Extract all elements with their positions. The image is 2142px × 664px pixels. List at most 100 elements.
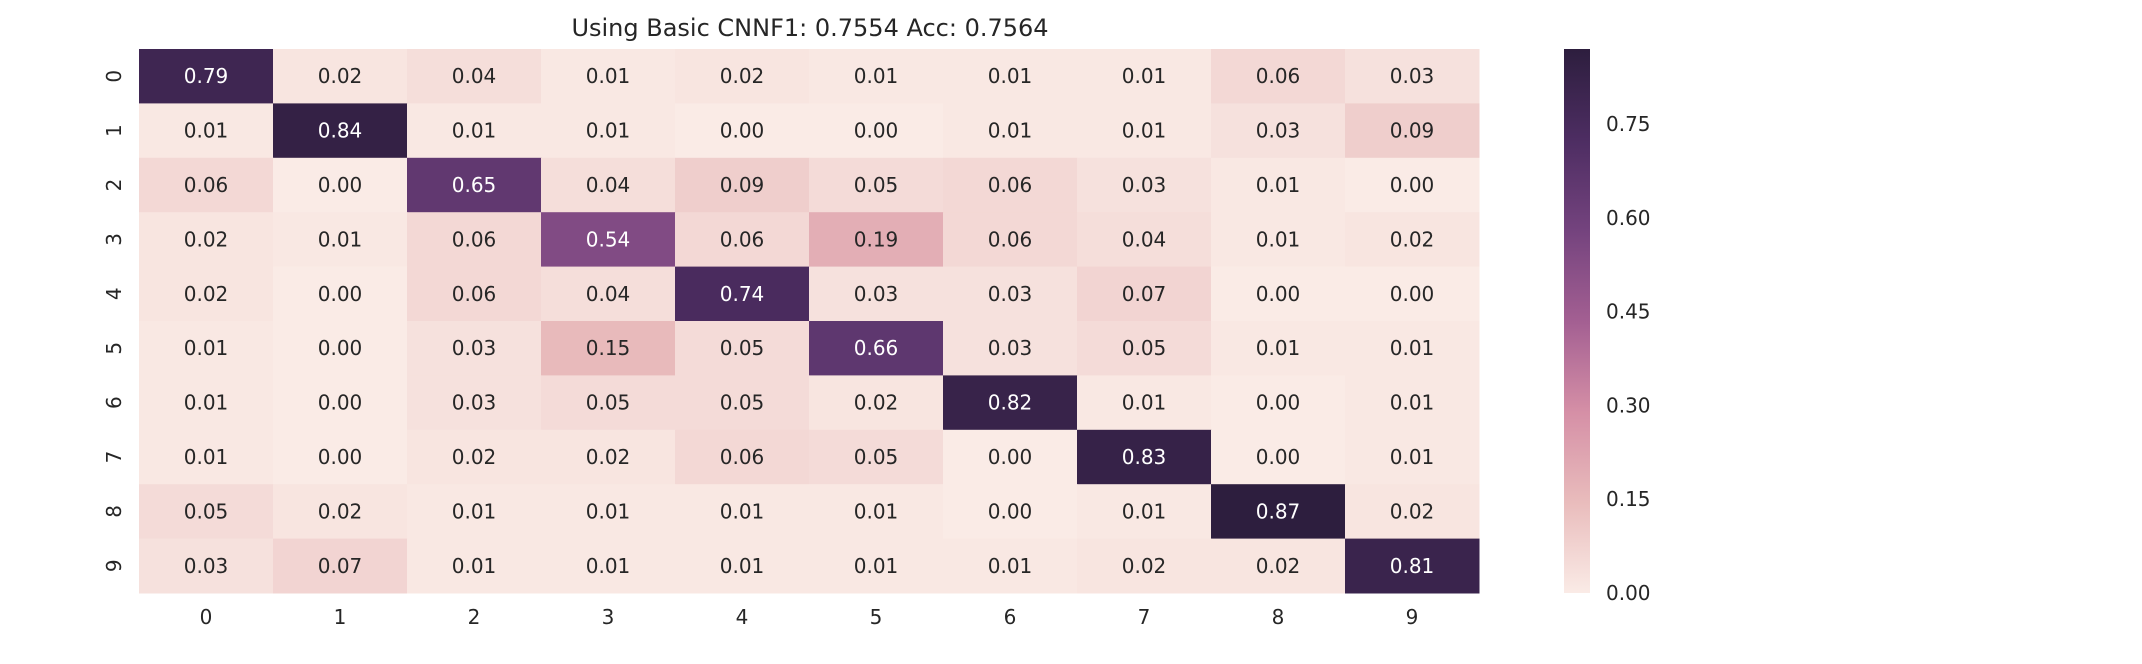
heatmap-cell-label-r1-c5: 0.00: [854, 119, 899, 143]
heatmap-cell-r3-c0: [139, 212, 274, 268]
x-tick-label: 1: [334, 605, 347, 629]
heatmap-cell-label-r9-c7: 0.02: [1122, 554, 1167, 578]
heatmap-cell-r0-c8: [1211, 49, 1346, 104]
heatmap-cell-r2-c8: [1211, 157, 1346, 213]
y-tick-label: 6: [102, 396, 126, 409]
heatmap-cell-label-r3-c2: 0.06: [452, 227, 497, 251]
heatmap-cell-label-r9-c4: 0.01: [720, 554, 765, 578]
heatmap-cell-label-r9-c9: 0.81: [1390, 554, 1435, 578]
heatmap-cell-label-r5-c9: 0.01: [1390, 336, 1435, 360]
heatmap-cell-r4-c2: [407, 266, 542, 322]
heatmap-cell-r6-c6: [943, 375, 1078, 431]
heatmap-cell-r0-c7: [1077, 49, 1212, 104]
heatmap-cell-r7-c9: [1345, 429, 1480, 485]
y-tick-label: 3: [102, 233, 126, 246]
heatmap-cell-r0-c3: [541, 49, 676, 104]
heatmap-cell-r7-c0: [139, 429, 274, 485]
heatmap-cell-r1-c6: [943, 103, 1078, 159]
colorbar: 0.00 0.15 0.30 0.45 0.60 0.75: [1564, 49, 1651, 605]
heatmap-cell-label-r8-c7: 0.01: [1122, 499, 1167, 523]
heatmap-cell-label-r9-c3: 0.01: [586, 554, 631, 578]
heatmap-cell-label-r2-c8: 0.01: [1256, 173, 1301, 197]
heatmap-cell-label-r7-c9: 0.01: [1390, 445, 1435, 469]
heatmap-cell-r8-c0: [139, 484, 274, 540]
colorbar-tick-label: 0.15: [1606, 487, 1651, 511]
heatmap-cell-r7-c6: [943, 429, 1078, 485]
heatmap-cell-r1-c7: [1077, 103, 1212, 159]
heatmap-cell-label-r2-c0: 0.06: [184, 173, 229, 197]
heatmap-cell-label-r1-c1: 0.84: [318, 119, 363, 143]
heatmap-cell-r3-c1: [273, 212, 408, 268]
heatmap-cell-label-r5-c0: 0.01: [184, 336, 229, 360]
heatmap-cell-label-r3-c9: 0.02: [1390, 227, 1435, 251]
heatmap-cell-label-r4-c4: 0.74: [720, 282, 765, 306]
heatmap-cell-r6-c5: [809, 375, 944, 431]
heatmap-cell-label-r0-c4: 0.02: [720, 64, 765, 88]
heatmap-cell-label-r6-c2: 0.03: [452, 391, 497, 415]
heatmap-cell-r0-c0: [139, 49, 274, 104]
heatmap-cell-r5-c8: [1211, 321, 1346, 376]
heatmap-cell-label-r6-c9: 0.01: [1390, 391, 1435, 415]
heatmap-cell-r8-c7: [1077, 484, 1212, 540]
heatmap-cell-label-r2-c5: 0.05: [854, 173, 899, 197]
heatmap-cell-label-r2-c6: 0.06: [988, 173, 1033, 197]
heatmap-cell-r4-c6: [943, 266, 1078, 322]
heatmap-cell-r2-c1: [273, 157, 408, 213]
heatmap-cell-r1-c9: [1345, 103, 1480, 159]
heatmap-cell-r5-c9: [1345, 321, 1480, 376]
heatmap-cell-label-r5-c8: 0.01: [1256, 336, 1301, 360]
heatmap-cell-r8-c3: [541, 484, 676, 540]
heatmap-cell-label-r9-c6: 0.01: [988, 554, 1033, 578]
y-tick-label: 5: [102, 342, 126, 355]
heatmap-cell-label-r5-c6: 0.03: [988, 336, 1033, 360]
heatmap-cell-label-r8-c9: 0.02: [1390, 499, 1435, 523]
heatmap-cell-r3-c8: [1211, 212, 1346, 268]
heatmap-cell-r7-c2: [407, 429, 542, 485]
heatmap-cell-label-r6-c8: 0.00: [1256, 391, 1301, 415]
heatmap-cell-r6-c0: [139, 375, 274, 431]
y-axis-tick-labels: 0 1 2 3 4 5 6 7 8 9: [102, 70, 126, 572]
y-tick-label: 2: [102, 179, 126, 192]
heatmap-cell-r8-c6: [943, 484, 1078, 540]
heatmap-cell-r2-c4: [675, 157, 810, 213]
heatmap-cell-label-r2-c7: 0.03: [1122, 173, 1167, 197]
x-tick-label: 5: [870, 605, 883, 629]
heatmap-cell-r4-c1: [273, 266, 408, 322]
heatmap-cell-label-r0-c6: 0.01: [988, 64, 1033, 88]
heatmap-cell-r0-c1: [273, 49, 408, 104]
heatmap-cell-r5-c5: [809, 321, 944, 376]
chart-title: Using Basic CNNF1: 0.7554 Acc: 0.7564: [571, 14, 1048, 42]
heatmap-cell-label-r5-c7: 0.05: [1122, 336, 1167, 360]
heatmap-cell-label-r7-c8: 0.00: [1256, 445, 1301, 469]
heatmap-cell-label-r0-c8: 0.06: [1256, 64, 1301, 88]
heatmap-cell-label-r9-c2: 0.01: [452, 554, 497, 578]
heatmap-cell-r0-c6: [943, 49, 1078, 104]
heatmap-cell-label-r6-c3: 0.05: [586, 391, 631, 415]
heatmap-cell-label-r5-c1: 0.00: [318, 336, 363, 360]
heatmap-cell-r8-c4: [675, 484, 810, 540]
heatmap-cell-label-r7-c7: 0.83: [1122, 445, 1167, 469]
y-tick-label: 0: [102, 70, 126, 83]
heatmap-cell-r1-c2: [407, 103, 542, 159]
heatmap-cell-label-r8-c3: 0.01: [586, 499, 631, 523]
heatmap-cell-r2-c0: [139, 157, 274, 213]
heatmap-cell-label-r0-c2: 0.04: [452, 64, 497, 88]
heatmap-cell-r6-c9: [1345, 375, 1480, 431]
x-tick-label: 8: [1272, 605, 1285, 629]
heatmap-cell-r5-c3: [541, 321, 676, 376]
heatmap-cell-label-r9-c1: 0.07: [318, 554, 363, 578]
heatmap-cell-r7-c3: [541, 429, 676, 485]
heatmap-cell-r3-c3: [541, 212, 676, 268]
heatmap-cell-label-r3-c8: 0.01: [1256, 227, 1301, 251]
heatmap-cell-label-r5-c4: 0.05: [720, 336, 765, 360]
heatmap-cell-label-r3-c3: 0.54: [586, 227, 631, 251]
heatmap-cell-r9-c5: [809, 538, 944, 594]
y-tick-label: 8: [102, 505, 126, 518]
heatmap-cell-label-r1-c2: 0.01: [452, 119, 497, 143]
heatmap-cell-r8-c9: [1345, 484, 1480, 540]
heatmap-cell-r1-c5: [809, 103, 944, 159]
heatmap-cell-label-r1-c8: 0.03: [1256, 119, 1301, 143]
heatmap-cell-r7-c1: [273, 429, 408, 485]
heatmap-cell-r9-c9: [1345, 538, 1480, 594]
